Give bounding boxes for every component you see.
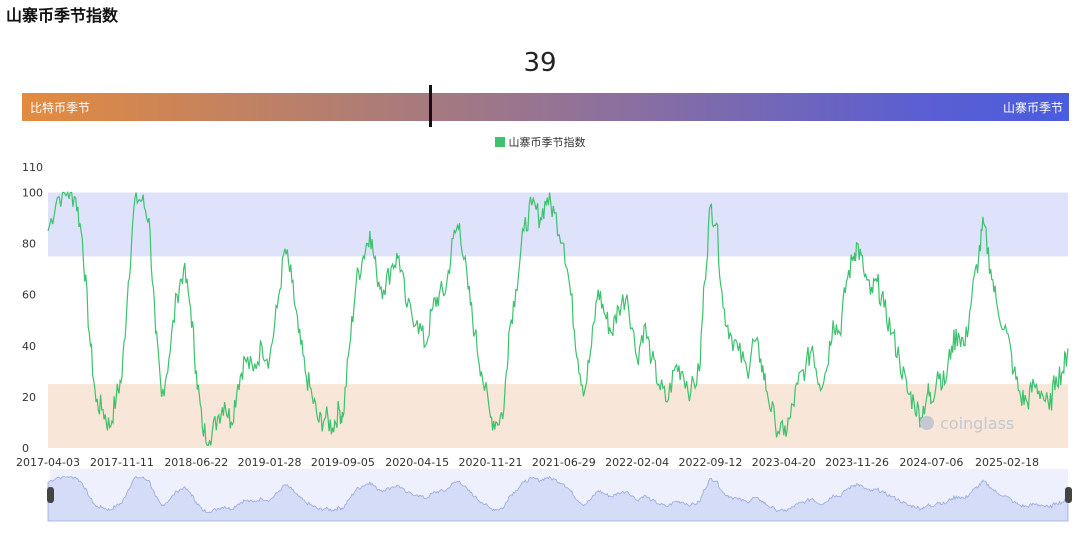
x-tick-label: 2022-09-12	[678, 456, 742, 469]
x-tick-label: 2021-06-29	[532, 456, 596, 469]
x-tick-label: 2019-09-05	[311, 456, 375, 469]
x-tick-label: 2025-02-18	[975, 456, 1039, 469]
x-tick-label: 2017-04-03	[16, 456, 80, 469]
x-tick-label: 2020-11-21	[459, 456, 523, 469]
page-title: 山寨币季节指数	[6, 6, 119, 25]
navigator-handle-left[interactable]	[47, 487, 54, 503]
bitcoin-season-band	[48, 384, 1068, 448]
y-tick-label: 60	[22, 289, 36, 302]
series-line	[47, 190, 1069, 446]
x-tick-label: 2019-01-28	[238, 456, 302, 469]
y-tick-label: 100	[22, 187, 43, 200]
coinglass-logo-icon	[920, 416, 934, 430]
season-gauge-bar: 比特币季节 山寨币季节	[22, 85, 1069, 127]
x-tick-label: 2023-04-20	[752, 456, 816, 469]
index-value: 39	[523, 48, 557, 78]
navigator-series	[47, 475, 1069, 522]
x-tick-label: 2018-06-22	[164, 456, 228, 469]
x-tick-label: 2020-04-15	[385, 456, 449, 469]
y-tick-label: 40	[22, 340, 36, 353]
coinglass-watermark: coinglass	[920, 414, 1014, 433]
legend-label: 山寨币季节指数	[508, 136, 586, 149]
watermark-text: coinglass	[940, 414, 1014, 433]
altcoin-season-band	[48, 192, 1068, 257]
legend-swatch	[494, 137, 505, 147]
y-tick-label: 110	[22, 161, 43, 174]
gauge-marker	[428, 85, 432, 127]
y-tick-label: 0	[22, 442, 29, 455]
navigator-handle-right[interactable]	[1065, 487, 1072, 503]
x-tick-label: 2023-11-26	[825, 456, 889, 469]
altcoin-season-label: 山寨币季节	[1002, 101, 1063, 115]
y-tick-label: 20	[22, 391, 36, 404]
y-tick-label: 80	[22, 238, 36, 251]
x-tick-label: 2024-07-06	[899, 456, 963, 469]
chart-legend[interactable]: 山寨币季节指数	[0, 134, 1080, 150]
x-tick-label: 2022-02-04	[605, 456, 669, 469]
x-tick-label: 2017-11-11	[90, 456, 154, 469]
bitcoin-season-label: 比特币季节	[30, 101, 91, 115]
